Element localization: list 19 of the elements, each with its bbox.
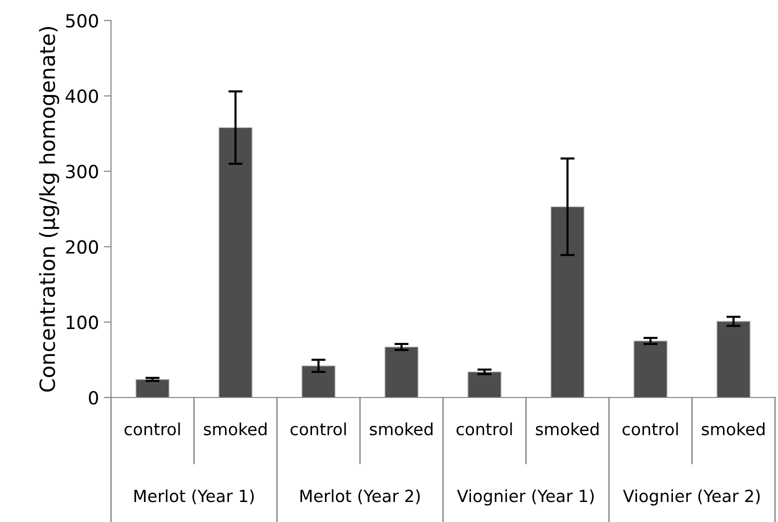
x-tick-label: control bbox=[456, 422, 512, 436]
y-tick-label: 200 bbox=[66, 240, 98, 254]
text: Merlot (Year 2) bbox=[300, 489, 420, 504]
y-tick-label: 100 bbox=[66, 316, 98, 330]
y-tick-label: 500 bbox=[66, 14, 98, 28]
x-tick-label: smoked bbox=[536, 422, 598, 436]
x-tick-label: control bbox=[622, 422, 678, 436]
text: Merlot (Year 1) bbox=[134, 489, 254, 504]
x-tick-label: control bbox=[124, 422, 180, 436]
text: Viognier (Year 1) bbox=[457, 489, 594, 506]
x-tick-label: smoked bbox=[370, 422, 432, 436]
x-tick-label: smoked bbox=[702, 422, 764, 436]
y-axis-title: Concentration (µg/kg homogenate) bbox=[39, 26, 60, 392]
x-tick-label: smoked bbox=[204, 422, 266, 436]
y-tick-label: 300 bbox=[66, 164, 98, 178]
y-tick-label: 400 bbox=[66, 89, 98, 104]
x-tick-label: control bbox=[290, 422, 346, 436]
text: Viognier (Year 2) bbox=[623, 489, 760, 506]
y-tick-label: 0 bbox=[88, 390, 98, 405]
